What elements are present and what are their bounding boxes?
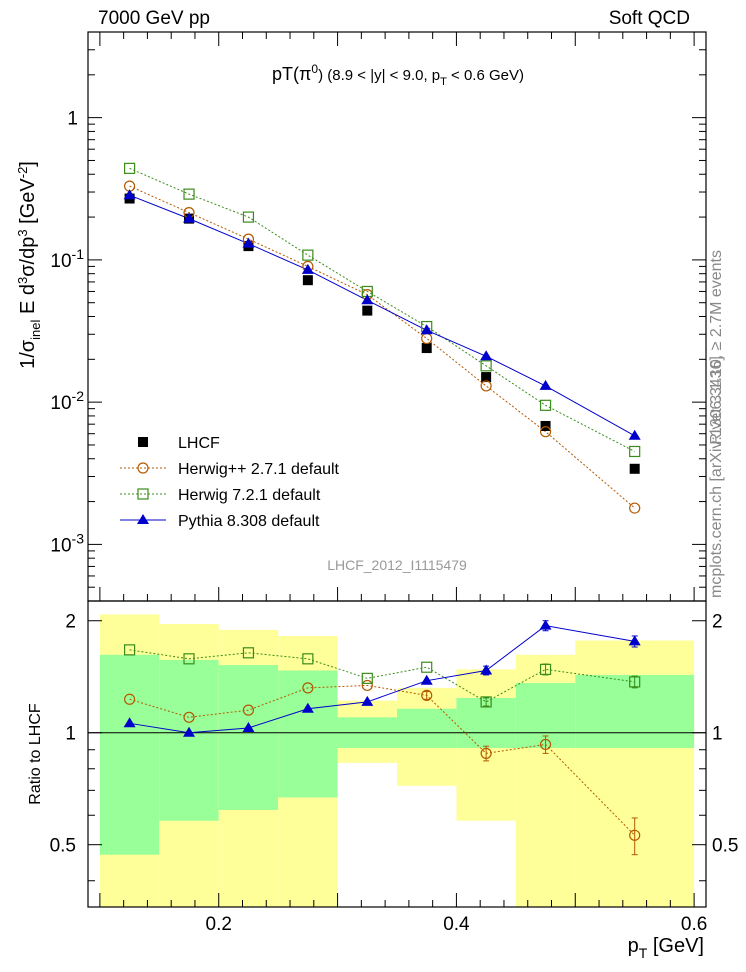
point-series-2-1 (183, 188, 195, 200)
ratio-point-series-1-0 (123, 693, 136, 705)
y-tick-label-1: 10-2 (50, 388, 84, 414)
analysis-watermark: LHCF_2012_I1115479 (327, 557, 467, 573)
legend: LHCF Herwig++ 2.7.1 default Herwig 7.2.1… (120, 435, 340, 530)
point-series-1-5 (421, 332, 433, 345)
svg-text:Herwig 7.2.1 default: Herwig 7.2.1 default (178, 487, 321, 504)
y-tick-label-3: 1 (67, 109, 78, 130)
point-series-0-7 (540, 420, 551, 431)
header-left: 7000 GeV pp (98, 8, 210, 29)
ratio-point-series-3-0 (123, 717, 136, 728)
point-series-3-5 (420, 324, 433, 335)
ratio-point-series-2-1 (183, 653, 195, 665)
y-tick-label-2: 10-1 (50, 246, 84, 272)
point-series-3-3 (301, 263, 314, 274)
ratio-y-axis-label: Ratio to LHCF (27, 703, 44, 805)
ratio-point-series-3-7 (539, 619, 552, 630)
svg-text:Pythia 8.308 default: Pythia 8.308 default (178, 513, 320, 530)
ratio-tick-label-left-0: 0.5 (50, 836, 76, 857)
ratio-uncertainty-bands (99, 614, 695, 907)
legend-item-herwig7: Herwig 7.2.1 default (120, 487, 321, 504)
ratio-point-series-3-8 (628, 635, 641, 646)
point-series-3-6 (480, 350, 493, 361)
ratio-point-series-2-7 (539, 663, 552, 675)
legend-item-pythia: Pythia 8.308 default (120, 513, 320, 530)
point-series-2-7 (539, 399, 552, 411)
ratio-point-series-1-3 (302, 682, 314, 694)
plot-title: pT(π0) (8.9 < |y| < 9.0, pT < 0.6 GeV) (272, 62, 524, 88)
legend-item-lhcf: LHCF (138, 435, 220, 452)
svg-text:LHCF: LHCF (178, 435, 220, 452)
point-series-2-6 (480, 360, 492, 372)
ratio-line-series-2 (129, 649, 635, 703)
ratio-point-series-1-6 (480, 747, 492, 759)
ratio-point-series-2-5 (421, 661, 433, 673)
main-line-series-1 (129, 185, 636, 509)
point-series-3-1 (183, 212, 196, 223)
ratio-point-series-3-1 (183, 726, 196, 737)
green-band-bin-2 (218, 665, 279, 810)
x-tick-label-0: 0.2 (206, 914, 232, 935)
ratio-point-series-1-8 (629, 829, 641, 841)
legend-item-herwigpp: Herwig++ 2.7.1 default (120, 461, 340, 478)
ratio-point-series-2-3 (302, 653, 314, 665)
green-band-bin-1 (159, 659, 219, 821)
ratio-point-series-3-3 (301, 702, 314, 713)
ratio-point-series-1-2 (242, 704, 255, 716)
ratio-tick-label-left-1: 1 (65, 724, 76, 745)
green-band-bin-0 (99, 654, 160, 855)
point-series-3-7 (539, 379, 552, 390)
point-series-0-6 (481, 372, 492, 383)
ratio-point-series-3-6 (480, 664, 493, 675)
side-label-mcplots: mcplots.cern.ch [arXiv:1306.3436] (708, 356, 725, 598)
ratio-line-series-1 (129, 684, 636, 836)
point-series-2-3 (302, 249, 314, 261)
point-series-2-8 (629, 445, 641, 458)
x-axis-label: pT [GeV] (628, 935, 704, 961)
point-series-2-2 (242, 211, 255, 223)
svg-text:Herwig++ 2.7.1 default: Herwig++ 2.7.1 default (178, 461, 340, 478)
point-series-3-4 (361, 294, 374, 305)
y-tick-label-0: 10-3 (50, 530, 84, 556)
ratio-point-series-1-7 (539, 738, 552, 751)
ratio-tick-label-left-2: 2 (65, 612, 76, 633)
ratio-point-series-2-6 (480, 696, 492, 708)
x-tick-label-2: 0.6 (681, 914, 707, 935)
point-series-0-5 (421, 343, 432, 354)
ratio-point-series-3-5 (420, 674, 433, 685)
ratio-point-series-2-2 (242, 647, 255, 659)
ratio-point-series-2-8 (629, 676, 641, 688)
ratio-tick-label-right-1: 1 (712, 724, 723, 745)
point-series-0-3 (302, 275, 313, 286)
ratio-tick-label-right-0: 0.5 (712, 836, 738, 857)
point-series-0-8 (629, 463, 640, 474)
ratio-point-series-1-4 (361, 679, 373, 692)
ratio-point-series-1-5 (421, 689, 433, 701)
point-series-3-0 (123, 189, 136, 200)
data-markers (123, 162, 641, 856)
green-band-bin-3 (278, 670, 338, 798)
green-band-bin-5 (397, 708, 457, 748)
point-series-3-8 (628, 429, 641, 440)
point-series-1-7 (539, 426, 552, 438)
axis-ticks: 0.2 0.4 0.6 10-3 10-2 10-1 1 0.5 0.5 1 1 2 2 (50, 31, 738, 935)
ratio-point-series-3-4 (361, 695, 374, 706)
x-tick-label-1: 0.4 (443, 914, 470, 935)
main-line-series-2 (129, 167, 635, 452)
ratio-point-series-3-2 (242, 721, 255, 732)
point-series-0-4 (362, 305, 373, 316)
point-series-3-2 (242, 237, 255, 248)
side-label-rivet: Rivet 3.1.10, ≥ 2.7M events (708, 250, 725, 445)
point-series-2-0 (123, 162, 136, 174)
main-line-series-3 (129, 194, 635, 437)
ratio-point-series-2-0 (123, 644, 136, 656)
ratio-point-series-2-4 (361, 672, 373, 684)
point-series-1-8 (629, 502, 641, 514)
y-axis-label: 1/σinel E d3σ/dp3 [GeV-2] (15, 161, 43, 369)
header-right: Soft QCD (609, 8, 690, 29)
ratio-tick-label-right-2: 2 (712, 612, 723, 633)
point-series-1-6 (480, 380, 492, 392)
ratio-point-series-1-1 (183, 711, 195, 723)
ratio-plot-frame (87, 600, 707, 908)
